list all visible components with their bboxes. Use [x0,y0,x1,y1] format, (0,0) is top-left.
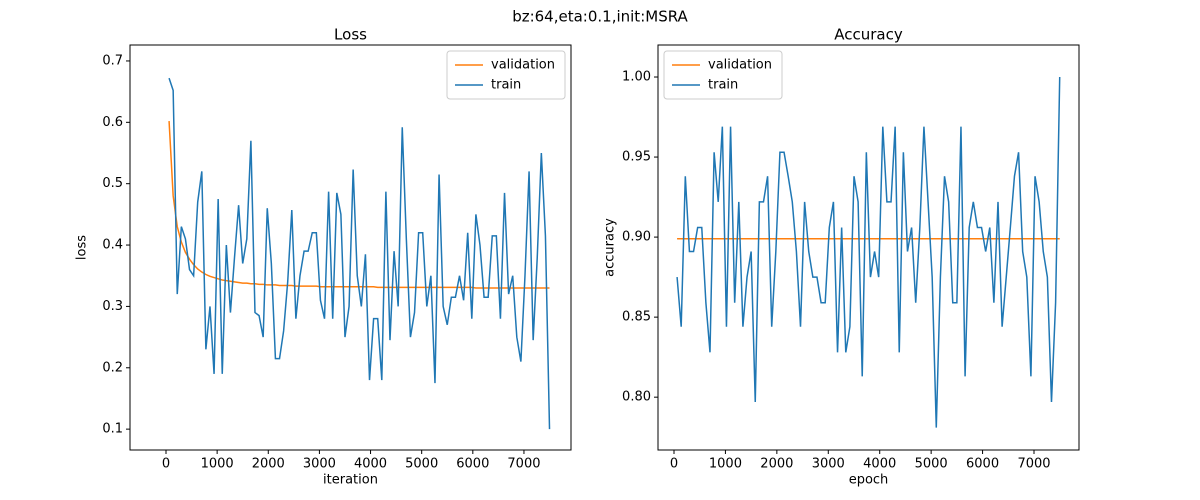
x-tick-label: 4000 [354,457,387,472]
axes-title: Loss [334,26,367,44]
x-tick-label: 5000 [915,457,948,472]
y-tick-label: 0.85 [622,310,651,325]
y-tick-label: 0.7 [102,53,123,68]
axes-frame [657,44,1080,451]
y-tick-label: 0.80 [622,390,651,405]
y-tick-label: 0.4 [102,238,123,253]
legend-box [663,50,783,100]
legend-label: validation [491,58,555,73]
x-tick-label: 3000 [303,457,336,472]
series-line [676,77,1061,428]
x-tick-label: 1000 [201,457,234,472]
x-tick-label: 7000 [1017,457,1050,472]
x-axis-label: iteration [323,473,378,488]
x-tick-label: 4000 [863,457,896,472]
y-tick-label: 0.90 [622,230,651,245]
legend-label: train [708,78,738,93]
x-tick-label: 1000 [709,457,742,472]
x-tick-label: 6000 [456,457,489,472]
x-tick-label: 0 [670,457,678,472]
y-axis-label: loss [75,235,90,260]
axes-frame [129,44,572,451]
y-tick-label: 0.95 [622,150,651,165]
x-tick-label: 2000 [252,457,285,472]
x-tick-label: 5000 [405,457,438,472]
legend-label: train [491,78,521,93]
y-tick-label: 1.00 [622,70,651,85]
x-tick-label: 0 [162,457,170,472]
x-axis-label: epoch [849,473,889,488]
axes-title: Accuracy [834,26,903,44]
y-tick-label: 0.3 [102,299,123,314]
series-line [168,77,551,430]
x-tick-label: 7000 [507,457,540,472]
y-tick-label: 0.5 [102,176,123,191]
y-axis-label: accuracy [603,218,618,277]
x-tick-label: 6000 [966,457,999,472]
y-tick-label: 0.1 [102,422,123,437]
legend-label: validation [708,58,772,73]
x-tick-label: 2000 [760,457,793,472]
legend-box [446,50,566,100]
x-tick-label: 3000 [812,457,845,472]
y-tick-label: 0.2 [102,360,123,375]
figure-title: bz:64,eta:0.1,init:MSRA [512,8,688,26]
y-tick-label: 0.6 [102,115,123,130]
